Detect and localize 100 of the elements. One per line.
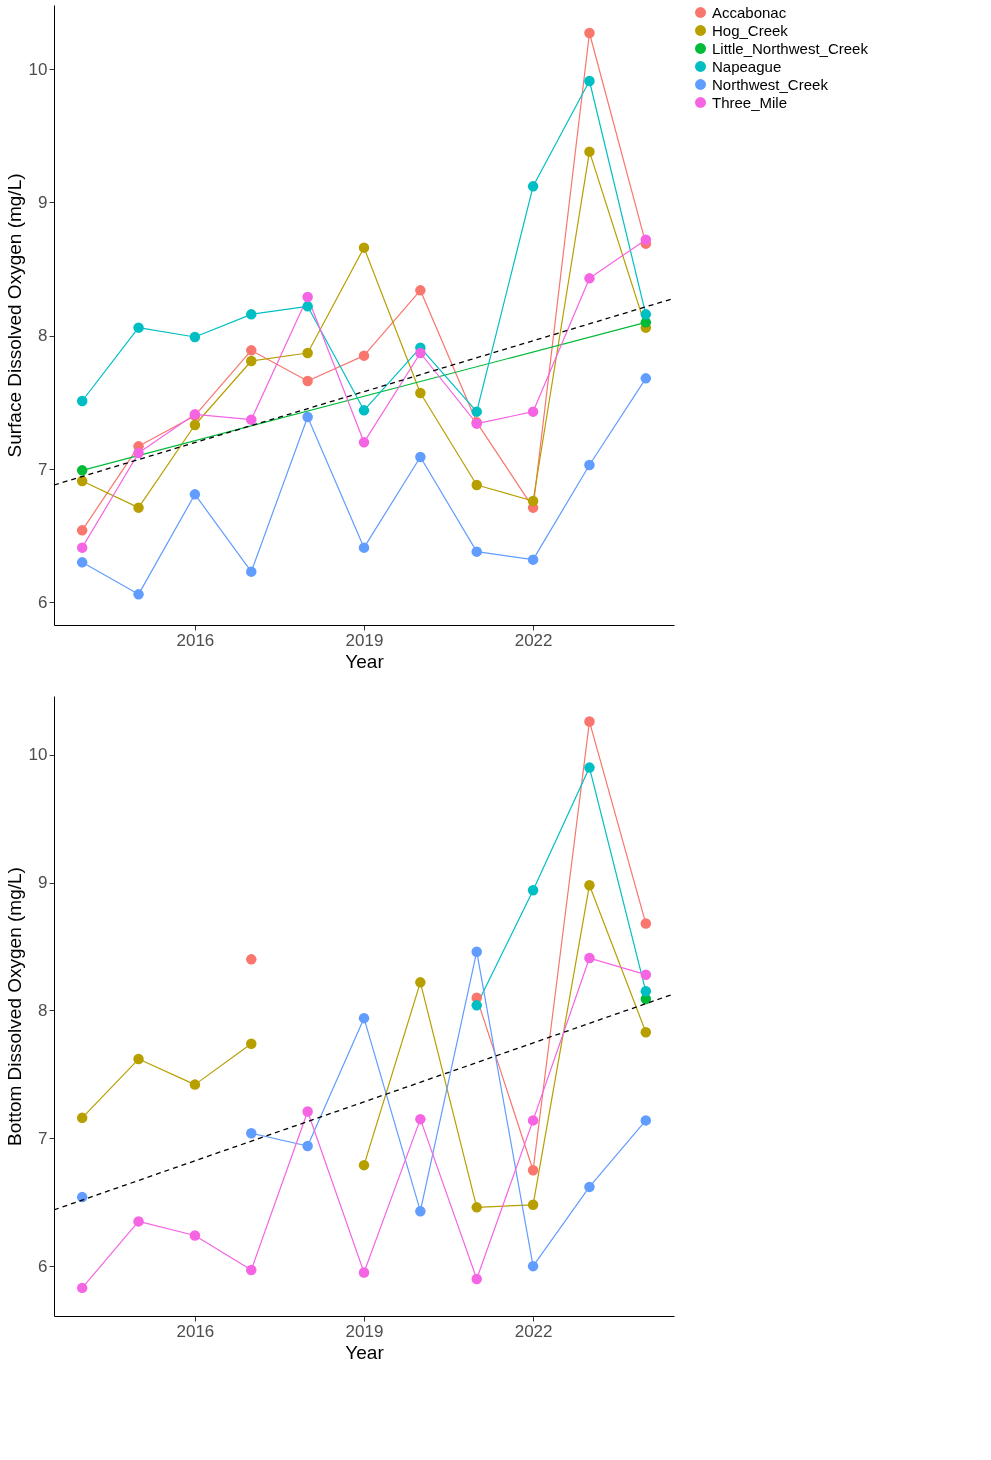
x-tick-label: 2019: [345, 630, 384, 650]
point: [76, 542, 88, 553]
point: [584, 879, 595, 891]
point: [640, 234, 652, 245]
point: [415, 387, 426, 399]
point: [415, 1205, 426, 1217]
point: [527, 1165, 539, 1176]
point: [133, 447, 144, 459]
y-axis-title: Bottom Dissolved Oxygen (mg/L): [3, 867, 25, 1146]
legend-label: Little_Northwest_Creek: [712, 39, 869, 57]
legend-label: Accabonac: [712, 3, 787, 21]
x-axis-title: Year: [345, 650, 385, 672]
y-tick-label: 7: [38, 459, 48, 479]
point: [302, 1106, 313, 1117]
y-tick-label: 9: [38, 873, 48, 893]
point: [471, 1202, 482, 1213]
point: [640, 309, 652, 320]
point: [76, 395, 88, 407]
y-tick-label: 6: [38, 1256, 48, 1276]
point: [358, 1012, 370, 1024]
point: [246, 355, 257, 367]
point: [302, 291, 313, 303]
point: [246, 954, 257, 965]
point: [471, 946, 482, 957]
x-axis-title: Year: [345, 1341, 385, 1363]
y-axis-title: Surface Dissolved Oxygen (mg/L): [3, 173, 25, 458]
point: [584, 273, 595, 284]
x-tick-label: 2016: [176, 1321, 215, 1341]
point: [584, 75, 595, 87]
point: [302, 411, 313, 423]
point: [133, 1053, 144, 1065]
point: [415, 977, 426, 988]
point: [640, 1115, 652, 1126]
point: [640, 373, 652, 384]
point: [640, 1026, 652, 1038]
point: [527, 1115, 539, 1126]
point: [527, 181, 539, 192]
x-tick-label: 2022: [514, 630, 553, 650]
point: [471, 546, 482, 557]
legend-label: Hog_Creek: [712, 21, 789, 39]
point: [76, 465, 88, 476]
point: [584, 952, 595, 964]
point: [246, 309, 257, 320]
point: [415, 1113, 426, 1125]
x-tick-label: 2016: [176, 630, 215, 650]
point: [189, 331, 201, 343]
point: [527, 495, 539, 507]
point: [246, 345, 257, 356]
point: [246, 1264, 257, 1276]
y-tick-label: 7: [38, 1128, 48, 1148]
point: [76, 1282, 88, 1294]
point: [415, 451, 426, 463]
legend-label: Northwest_Creek: [712, 75, 829, 93]
point: [358, 405, 370, 416]
point: [584, 27, 595, 39]
point: [358, 242, 370, 253]
point: [584, 459, 595, 471]
point: [640, 986, 652, 997]
point: [189, 489, 201, 500]
point: [246, 1038, 257, 1049]
point: [302, 347, 313, 359]
point: [133, 589, 144, 600]
legend-label: Napeague: [712, 57, 782, 75]
point: [358, 542, 370, 553]
x-tick-label: 2022: [514, 1321, 553, 1341]
point: [527, 406, 539, 417]
point: [527, 1199, 539, 1211]
point: [415, 285, 426, 296]
point: [358, 1159, 370, 1171]
point: [302, 1140, 313, 1152]
point: [584, 146, 595, 157]
point: [471, 1273, 482, 1285]
point: [133, 322, 144, 333]
point: [302, 301, 313, 312]
point: [584, 762, 595, 773]
point: [471, 1000, 482, 1011]
point: [358, 437, 370, 448]
point: [189, 419, 201, 431]
point: [471, 406, 482, 417]
point: [640, 969, 652, 980]
point: [76, 557, 88, 568]
point: [133, 502, 144, 513]
y-tick-label: 10: [28, 745, 48, 765]
point: [76, 525, 88, 536]
point: [189, 1079, 201, 1090]
point: [133, 1216, 144, 1227]
point: [358, 1267, 370, 1278]
point: [302, 375, 313, 387]
y-tick-label: 9: [38, 192, 48, 212]
point: [246, 566, 257, 577]
point: [76, 1191, 88, 1203]
point: [76, 1112, 88, 1124]
point: [246, 414, 257, 425]
point: [584, 1181, 595, 1193]
x-tick-label: 2019: [345, 1321, 384, 1341]
point: [527, 1260, 539, 1272]
point: [358, 350, 370, 361]
point: [471, 479, 482, 491]
point: [527, 554, 539, 565]
y-tick-label: 8: [38, 1000, 48, 1020]
